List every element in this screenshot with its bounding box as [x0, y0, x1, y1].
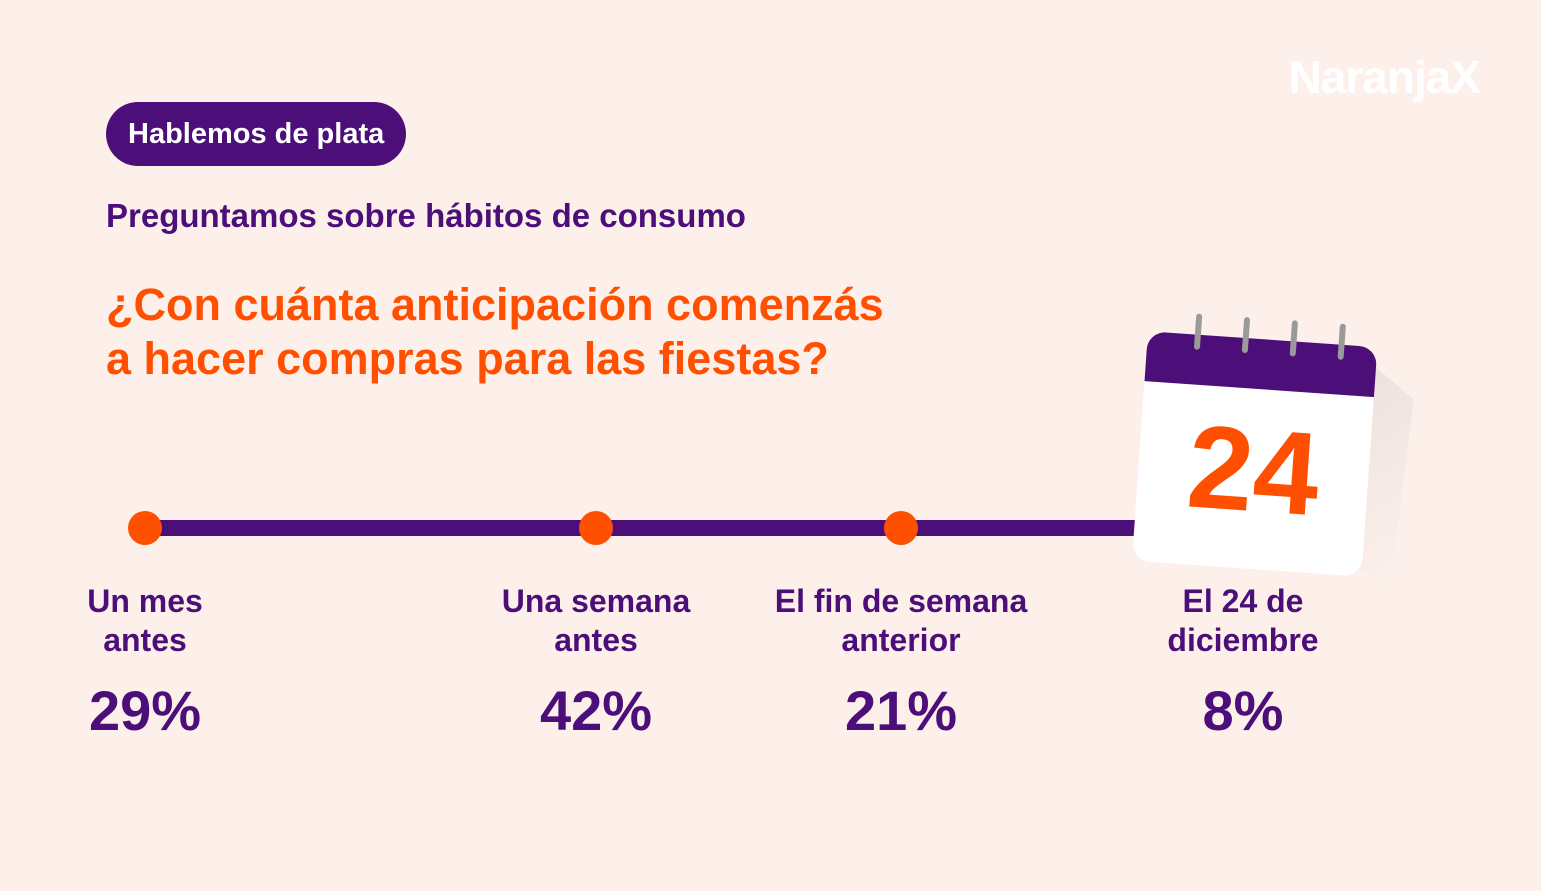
- timeline-dot-2: [579, 511, 613, 545]
- calendar-icon: 24: [1133, 313, 1414, 579]
- question-line-1: ¿Con cuánta anticipación comenzás: [106, 279, 884, 330]
- stop-label-4: El 24 de diciembre: [1167, 583, 1319, 658]
- stop-label-1: Un mes antes: [87, 583, 203, 658]
- timeline-track: [145, 520, 1155, 536]
- stop-value-2: 42%: [539, 679, 653, 742]
- stop-label-2: Una semana antes: [501, 583, 691, 658]
- stop-label-3: El fin de semana anterior: [774, 583, 1028, 658]
- timeline-dot-3: [884, 511, 918, 545]
- stop-value-3: 21%: [844, 679, 958, 742]
- survey-question: ¿Con cuánta anticipación comenzás a hace…: [106, 278, 1006, 386]
- calendar-day: 24: [1183, 400, 1323, 541]
- question-line-2: a hacer compras para las fiestas?: [106, 333, 829, 384]
- timeline-dot-1: [128, 511, 162, 545]
- survey-subtitle: Preguntamos sobre hábitos de consumo: [106, 197, 746, 234]
- brand-logo: NaranjaX: [1288, 51, 1481, 103]
- stop-value-1: 29%: [88, 679, 202, 742]
- stop-value-4: 8%: [1202, 679, 1284, 742]
- category-tag: Hablemos de plata: [106, 102, 407, 166]
